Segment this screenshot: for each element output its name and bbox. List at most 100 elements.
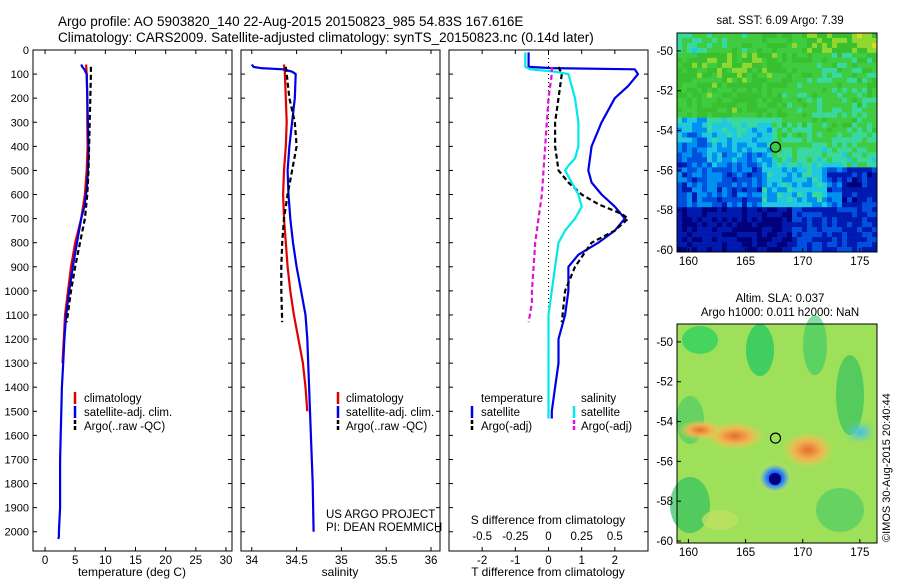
sst-map-title: sat. SST: 6.09 Argo: 7.39 <box>716 15 843 27</box>
x-tick-label: 0 <box>42 555 48 567</box>
sst-cell <box>682 97 688 103</box>
sst-cell <box>817 177 823 183</box>
sst-cell <box>732 232 738 238</box>
sst-lon-ticks: 160 165 170 175 <box>679 248 869 268</box>
sst-cell <box>762 197 768 203</box>
sst-cell <box>822 92 828 99</box>
sst-cell <box>782 72 788 79</box>
sst-cell <box>742 217 748 223</box>
sst-cell <box>677 212 683 218</box>
sst-cell <box>822 207 828 213</box>
sst-cell <box>697 202 703 208</box>
sst-cell <box>747 62 753 69</box>
sst-cell <box>802 217 808 223</box>
sst-cell <box>697 62 703 69</box>
series-line-satellite-adj-clim <box>57 64 90 540</box>
sst-cell <box>827 147 833 153</box>
sst-cell <box>682 177 688 183</box>
sst-cell <box>707 237 713 243</box>
series-line-t-argo-adj <box>553 66 630 323</box>
sst-cell <box>702 222 708 228</box>
sst-cell <box>807 92 813 99</box>
sst-cell <box>712 107 718 113</box>
sst-cell <box>687 82 693 89</box>
sst-cell <box>787 177 793 183</box>
sst-cell <box>762 247 768 253</box>
sst-cell <box>797 167 803 173</box>
sst-cell <box>862 102 868 108</box>
sst-cell <box>867 207 873 213</box>
sst-cell <box>707 132 713 138</box>
sst-cell <box>722 207 728 213</box>
sst-cell <box>707 167 713 173</box>
sst-cell <box>842 107 848 113</box>
sst-cell <box>872 202 878 208</box>
sst-cell <box>832 247 838 253</box>
sst-cell <box>742 192 748 198</box>
sst-cell <box>742 147 748 153</box>
sst-cell <box>787 52 793 59</box>
sst-cell <box>832 107 838 113</box>
sst-cell <box>702 62 708 69</box>
sst-cell <box>707 227 713 233</box>
sst-cell <box>862 57 868 64</box>
sst-cell <box>737 33 743 39</box>
sst-cell <box>727 72 733 79</box>
sst-cell <box>697 207 703 213</box>
sst-cell <box>867 147 873 153</box>
sst-cell <box>817 232 823 238</box>
sst-cell <box>717 97 723 103</box>
sst-cell <box>827 67 833 74</box>
sst-cell <box>817 102 823 108</box>
sst-cell <box>852 77 858 84</box>
sst-cell <box>702 237 708 243</box>
sst-cell <box>717 33 723 39</box>
sst-cell <box>722 177 728 183</box>
sst-cell <box>677 227 683 233</box>
sst-cell <box>777 237 783 243</box>
sst-cell <box>817 187 823 193</box>
sst-cell <box>847 187 853 193</box>
sst-cell <box>807 97 813 103</box>
sst-cell <box>682 197 688 203</box>
sst-cell <box>842 232 848 238</box>
sst-cell <box>682 42 688 49</box>
sst-heatmap <box>677 33 878 253</box>
sst-cell <box>822 102 828 108</box>
sst-cell <box>787 217 793 223</box>
sst-cell <box>772 227 778 233</box>
sst-cell <box>682 52 688 59</box>
sst-cell <box>807 207 813 213</box>
sst-cell <box>787 167 793 173</box>
sst-cell <box>722 162 728 168</box>
sst-cell <box>772 112 778 118</box>
sst-cell <box>797 77 803 84</box>
sst-cell <box>832 132 838 138</box>
sst-cell <box>717 47 723 54</box>
sst-cell <box>687 197 693 203</box>
sst-cell <box>752 237 758 243</box>
sst-cell <box>857 62 863 69</box>
sst-cell <box>862 47 868 54</box>
sst-cell <box>857 137 863 143</box>
sst-cell <box>747 132 753 138</box>
sst-cell <box>827 172 833 178</box>
sla-anomaly-patch <box>678 420 722 440</box>
sst-cell <box>837 172 843 178</box>
s-difference-tick-label: 0 <box>545 531 551 543</box>
sst-cell <box>862 117 868 123</box>
sst-cell <box>737 117 743 123</box>
sst-cell <box>837 167 843 173</box>
sst-cell <box>757 72 763 79</box>
sst-cell <box>787 92 793 99</box>
sst-cell <box>717 172 723 178</box>
sst-cell <box>782 33 788 39</box>
sst-cell <box>782 127 788 133</box>
sst-cell <box>777 157 783 163</box>
sst-cell <box>682 227 688 233</box>
sst-cell <box>847 217 853 223</box>
sst-cell <box>847 172 853 178</box>
sst-cell <box>712 102 718 108</box>
sst-cell <box>802 157 808 163</box>
sst-cell <box>682 207 688 213</box>
